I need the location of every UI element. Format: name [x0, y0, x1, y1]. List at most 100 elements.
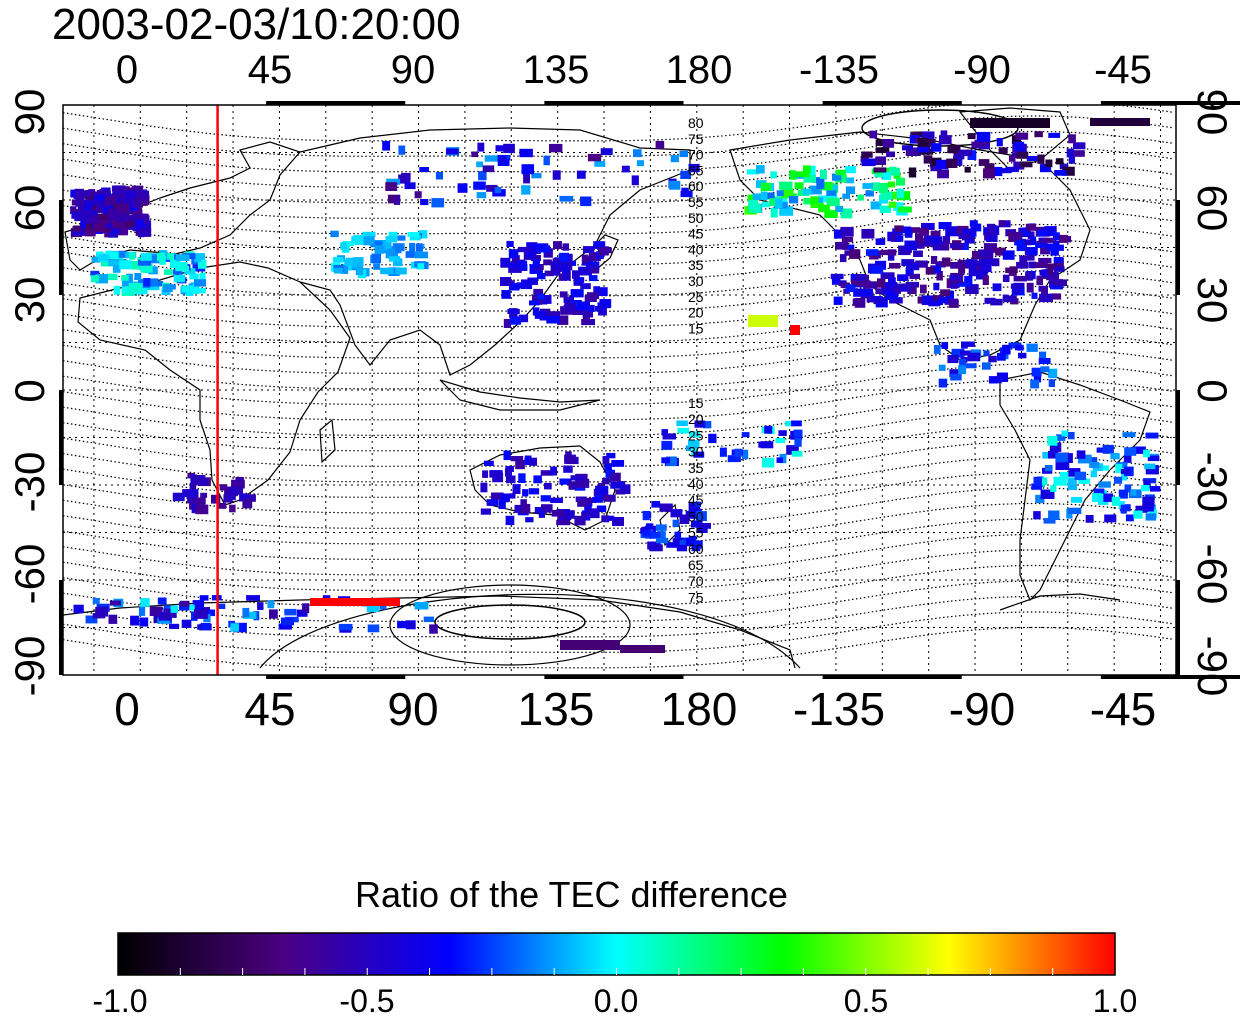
- tec-patch: [1121, 473, 1128, 481]
- tec-patch: [435, 172, 443, 180]
- tec-patch: [527, 277, 538, 285]
- tec-patch: [532, 259, 540, 269]
- lon-tick-bottom: 0: [114, 683, 140, 735]
- tec-patch: [159, 255, 166, 265]
- tec-patch: [844, 250, 854, 256]
- tec-patch: [374, 245, 385, 254]
- tec-patch: [1048, 451, 1058, 459]
- tec-patch: [1143, 449, 1150, 458]
- tec-patch: [1025, 223, 1037, 231]
- contour-label: 80: [688, 115, 704, 131]
- tec-patch: [492, 472, 504, 483]
- tec-patch: [1090, 118, 1150, 126]
- tec-patch: [775, 438, 786, 444]
- tec-patch: [887, 249, 897, 256]
- tec-patch: [877, 278, 886, 288]
- tec-patch: [302, 603, 310, 614]
- tec-patch: [73, 604, 84, 614]
- tec-patch: [514, 504, 528, 513]
- tec-patch: [84, 201, 94, 207]
- tec-patch: [570, 475, 584, 481]
- tec-patch: [909, 135, 921, 144]
- tec-patch: [979, 263, 992, 273]
- tec-patch: [962, 228, 976, 234]
- tec-patch: [205, 609, 216, 617]
- tec-patch: [512, 484, 521, 494]
- tec-patch: [476, 192, 487, 199]
- contour-label: 65: [688, 162, 704, 178]
- tec-patch: [181, 619, 192, 628]
- tec-patch: [1120, 469, 1130, 475]
- tec-patch: [267, 600, 275, 609]
- tec-patch: [550, 466, 558, 476]
- lon-tick-top: 45: [247, 48, 293, 92]
- tec-patch: [91, 257, 101, 263]
- tec-patch: [840, 226, 854, 237]
- tec-patch: [908, 167, 917, 178]
- tec-patch: [148, 266, 158, 275]
- frame-bar: [59, 390, 63, 485]
- frame-tick-bars: [59, 101, 1240, 679]
- tec-patch: [992, 283, 1002, 292]
- tec-patch: [582, 254, 589, 264]
- tec-patch: [135, 220, 145, 227]
- tec-patch: [296, 609, 308, 617]
- tec-patch: [405, 620, 416, 630]
- tec-patch: [681, 187, 689, 195]
- magnetic-contours: [63, 105, 1174, 669]
- tec-patch: [1067, 477, 1077, 484]
- tec-patch: [518, 314, 529, 323]
- tec-patch: [537, 293, 544, 300]
- tec-patch: [587, 292, 600, 299]
- tec-patch: [894, 225, 904, 232]
- tec-patch: [95, 274, 108, 284]
- tec-patch: [330, 230, 339, 238]
- tec-patch: [1059, 163, 1069, 170]
- contour-line: [63, 115, 1174, 157]
- tec-patch: [94, 194, 106, 201]
- tec-patch: [826, 188, 837, 196]
- tec-patch: [1066, 148, 1074, 158]
- contour-label: 65: [688, 557, 704, 573]
- tec-patch: [230, 623, 239, 632]
- tec-patch: [1078, 478, 1091, 484]
- tec-patch: [904, 240, 917, 251]
- tec-patch: [486, 499, 499, 506]
- frame-bar: [59, 200, 63, 295]
- tec-patch: [74, 188, 84, 198]
- tec-patch: [1142, 496, 1155, 507]
- tec-patch: [996, 138, 1003, 147]
- tec-patch: [913, 250, 923, 257]
- tec-patch: [149, 606, 163, 616]
- tec-patch: [194, 279, 207, 287]
- tec-patch: [130, 615, 139, 626]
- tec-patch: [633, 149, 642, 158]
- tec-patch: [522, 489, 529, 497]
- tec-patch: [785, 421, 796, 427]
- tec-patch: [1074, 471, 1087, 481]
- tec-patch: [649, 531, 661, 539]
- tec-patch: [779, 195, 788, 202]
- tec-patch: [415, 243, 423, 252]
- tec-patch: [382, 140, 391, 151]
- tec-patch: [74, 214, 84, 222]
- tec-patch: [531, 173, 542, 179]
- tec-patch: [1061, 430, 1068, 437]
- tec-patch: [1048, 368, 1058, 379]
- lon-tick-bottom: 135: [517, 683, 595, 735]
- tec-patch: [1145, 465, 1159, 475]
- tec-patch: [386, 178, 401, 185]
- tec-patch: [937, 169, 949, 179]
- tec-patch: [137, 259, 152, 266]
- frame-bar: [1176, 390, 1180, 485]
- tec-patch: [984, 297, 996, 304]
- tec-patch: [734, 448, 742, 458]
- tec-patch: [576, 478, 590, 488]
- tec-patch: [676, 541, 688, 552]
- tec-patch: [135, 189, 147, 198]
- tec-patch: [587, 508, 600, 519]
- tec-patch: [395, 267, 407, 275]
- tec-patch: [1118, 489, 1128, 499]
- tec-patch: [917, 146, 929, 153]
- tec-patch: [504, 468, 512, 477]
